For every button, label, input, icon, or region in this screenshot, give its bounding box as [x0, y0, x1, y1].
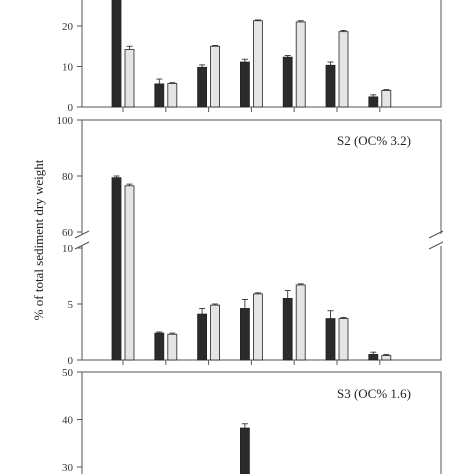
panel-2-break-mark-right-bottom — [428, 241, 444, 250]
panel-2-upper-ytick-label: 100 — [57, 115, 74, 127]
panel-2-bar-light — [210, 304, 221, 361]
panel-3-frame — [81, 371, 442, 474]
panel-2-break-gap-right — [429, 234, 449, 246]
panel-1-bar-light — [124, 49, 135, 108]
panel-2-bar-dark — [111, 177, 122, 361]
panel-1-bar-dark — [282, 56, 293, 108]
panel-1-bar-dark — [111, 0, 122, 108]
panel-2-break-gap-left — [76, 234, 88, 246]
y-axis-title: % of total sediment dry weight — [31, 159, 46, 320]
panel-2-label: S2 (OC% 3.2) — [337, 133, 411, 148]
panel-2-bar-light — [338, 318, 349, 361]
panel-1-ytick-label: 10 — [62, 62, 74, 74]
panel-2-break-mark-left-top — [74, 230, 90, 239]
panel-1-bar-dark — [368, 96, 379, 108]
panel-1-bar-light — [381, 89, 392, 108]
panel-2-bar-dark — [368, 353, 379, 361]
panel-2-break-mark-right-top — [428, 230, 444, 239]
panel-1: 0 10 20 — [62, 0, 442, 114]
panel-2-lower-ytick-label: 0 — [68, 355, 74, 367]
panel-2-upper-ytick-label: 60 — [62, 227, 74, 239]
panel-1-bar-light — [295, 21, 306, 108]
panel-1-bar-dark — [325, 64, 336, 108]
panel-3-bar-dark — [239, 427, 250, 474]
panel-2-bar-light — [124, 185, 135, 361]
panel-3-ytick-label: 30 — [62, 462, 74, 474]
panel-3-ytick-label: 50 — [62, 367, 74, 379]
panel-2-bar-dark — [239, 308, 250, 361]
panel-1-bar-light — [338, 31, 349, 108]
panel-2-bar-dark — [325, 318, 336, 361]
panel-1-bar-dark — [154, 83, 165, 108]
panel-2-upper-ytick-label: 80 — [62, 171, 74, 183]
panel-1-bar-dark — [239, 61, 250, 108]
panel-2-bar-dark — [197, 313, 208, 361]
panel-2-bar-light — [381, 355, 392, 361]
panel-1-bar-light — [210, 45, 221, 108]
panel-3: 30 40 50 — [62, 367, 442, 474]
panel-1-ytick-label: 0 — [68, 102, 74, 114]
panel-3-ytick-label: 40 — [62, 415, 74, 427]
panel-2-bar-dark — [282, 297, 293, 361]
panel-2-lower-ytick-label: 5 — [68, 299, 74, 311]
panel-1-bar-dark — [197, 66, 208, 108]
panel-1-bar-light — [252, 20, 263, 108]
panel-2-bar-light — [252, 293, 263, 361]
panel-2: 60 80 100 0 5 10 — [57, 115, 449, 367]
panel-3-label: S3 (OC% 1.6) — [337, 386, 411, 401]
panel-1-ytick-label: 20 — [62, 21, 74, 33]
panel-2-bar-dark — [154, 332, 165, 361]
panel-2-bar-light — [167, 333, 178, 361]
panel-1-bar-light — [167, 83, 178, 108]
panel-2-lower-ytick-label: 10 — [62, 243, 74, 255]
panel-2-bar-light — [295, 284, 306, 361]
